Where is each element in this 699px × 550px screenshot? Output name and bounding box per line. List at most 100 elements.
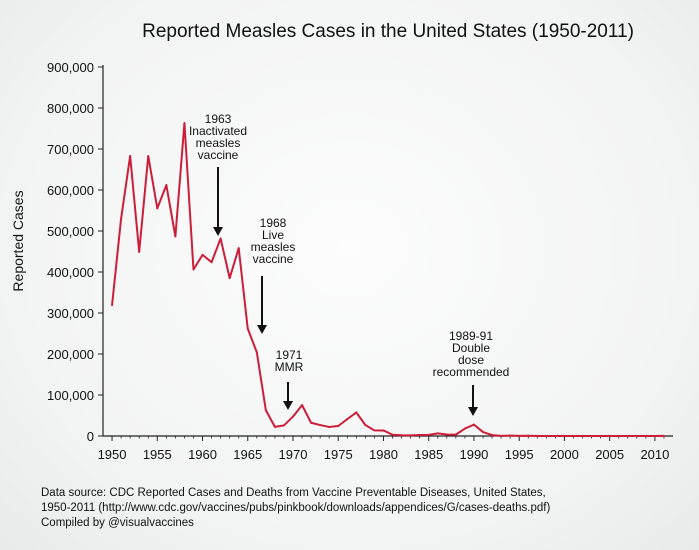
y-tick-label: 400,000 [47,265,94,280]
y-tick-label: 0 [87,429,94,444]
y-tick-label: 800,000 [47,101,94,116]
source-line-1: Data source: CDC Reported Cases and Deat… [41,487,546,499]
data-point [482,431,484,434]
data-point [337,425,340,428]
data-point [472,423,475,426]
data-point [165,184,168,187]
data-point [617,434,620,437]
y-tick-label: 900,000 [47,60,94,75]
annotation-text: measles [196,136,241,150]
data-point [346,418,349,421]
measles-line-chart: Reported Measles Cases in the United Sta… [10,21,673,462]
data-point [418,433,421,436]
data-point [111,304,114,307]
data-source-note: Data source: CDC Reported Cases and Deat… [41,486,681,531]
y-tick-label: 100,000 [47,388,94,403]
annotation-text: Inactivated [189,124,247,138]
data-point [608,434,611,437]
x-tick-label: 2005 [595,447,624,462]
data-point [509,434,512,437]
data-point [129,154,132,157]
annotation-text: Live [262,228,284,242]
data-point [246,327,249,330]
data-point [572,434,575,437]
data-point [545,434,548,437]
chart-title: Reported Measles Cases in the United Sta… [142,21,634,42]
data-point [653,434,656,437]
data-point [563,434,566,437]
data-point [599,434,602,437]
annotation-text: recommended [433,365,510,379]
data-point [292,415,294,418]
data-point [536,434,539,437]
data-point [301,404,304,407]
data-point [635,434,638,437]
data-point [391,433,394,436]
data-point [120,217,123,220]
annotation-text: Double [452,341,490,355]
x-tick-label: 1980 [369,447,398,462]
series-group [111,122,665,437]
data-point [310,421,313,424]
annotation-text: measles [251,240,296,254]
data-point [364,423,367,426]
data-point [192,268,195,271]
measles-cases-line [111,122,664,437]
data-point [273,425,276,428]
tick-labels: 0 100,000 200,000 300,000 400,000 500,000 600,… [47,60,669,462]
x-tick-label: 1970 [279,447,308,462]
data-point [355,411,358,414]
x-tick-label: 1965 [233,447,262,462]
x-tick-label: 1950 [98,447,127,462]
data-point [500,434,503,437]
data-point [201,253,204,256]
data-point [174,235,177,238]
data-point [518,434,521,437]
data-point [436,432,439,435]
annotation-text: 1968 [260,216,287,230]
data-point [237,247,240,250]
data-point [644,434,647,437]
data-point [590,434,593,437]
data-point [228,277,231,280]
annotation-text: MMR [275,360,304,374]
data-point [454,433,457,436]
annotation-arrow-head [283,401,293,410]
y-axis-label: Reported Cases [10,190,26,291]
x-tick-label: 1955 [143,447,172,462]
source-line-3: Compiled by @visualvaccines [41,517,194,529]
y-tick-label: 500,000 [47,224,94,239]
annotation-arrow-head [257,325,267,334]
annotation-arrow-head [213,227,223,236]
y-tick-label: 700,000 [47,142,94,157]
data-point [463,427,466,430]
annotation-text: dose [458,353,484,367]
annotation-text: 1963 [205,112,232,126]
y-tick-label: 200,000 [47,347,94,362]
annotation-text: vaccine [253,252,294,266]
data-point [491,434,494,437]
x-tick-label: 2000 [550,447,579,462]
data-point [581,434,584,437]
x-tick-label: 2010 [640,447,669,462]
data-point [210,261,213,264]
x-tick-label: 1985 [414,447,443,462]
data-point [183,122,186,125]
x-tick-label: 1990 [459,447,488,462]
data-point [147,155,150,158]
x-tick-label: 1960 [188,447,217,462]
data-point [409,434,412,437]
data-point [255,351,258,354]
data-point [373,429,376,432]
axes [98,65,673,441]
data-point [282,424,285,427]
data-point [662,434,665,437]
annotations: 1963Inactivatedmeaslesvaccine1968Livemea… [189,112,509,416]
data-point [219,237,222,240]
data-point [527,434,530,437]
data-point [427,433,430,436]
